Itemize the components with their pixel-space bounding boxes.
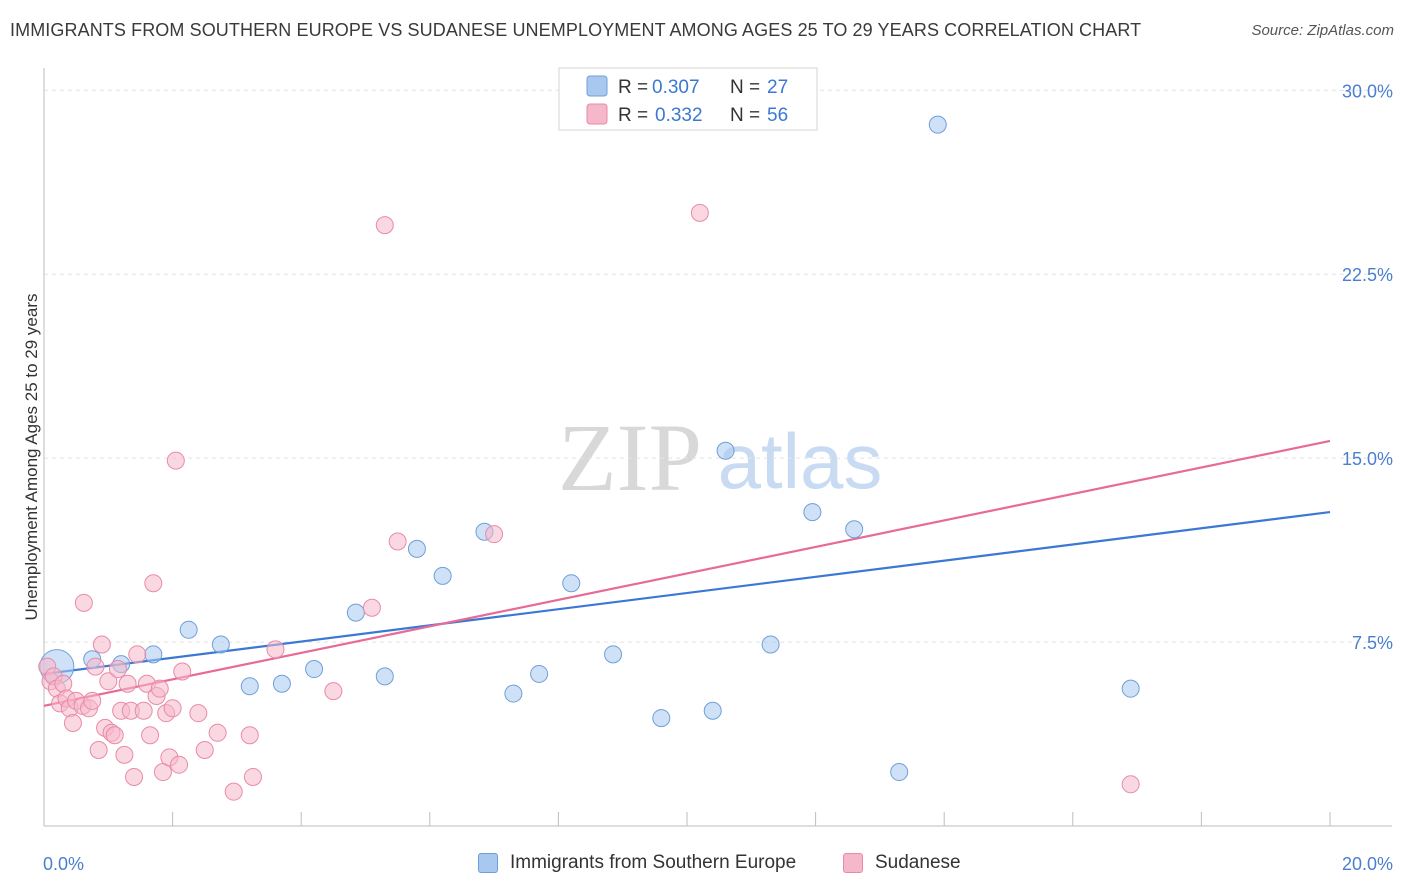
legend-label-immigrants: Immigrants from Southern Europe <box>510 852 797 873</box>
legend-item-immigrants: Immigrants from Southern Europe <box>478 852 796 874</box>
point-immigrants-12 <box>433 566 452 585</box>
point-sudanese-28 <box>134 701 153 720</box>
point-immigrants-7 <box>272 674 291 693</box>
x-tick-label-1: 20.0% <box>1342 854 1393 874</box>
point-sudanese-53 <box>690 203 709 222</box>
legend-bottom: Immigrants from Southern Europe Sudanese <box>0 850 1406 880</box>
point-sudanese-51 <box>388 532 407 551</box>
source-credit: Source: ZipAtlas.com <box>1251 22 1394 39</box>
tick-labels: 7.5% 15.0% 22.5% 30.0% 0.0% 20.0% <box>43 81 1393 874</box>
point-immigrants-21 <box>761 635 780 654</box>
y-axis-label: Unemployment Among Ages 25 to 29 years <box>22 294 41 621</box>
watermark-atlas: atlas <box>718 417 883 505</box>
legend-top: R = 0.307 N = 27 R = 0.332 N = 56 <box>558 67 818 131</box>
point-sudanese-44 <box>224 782 243 801</box>
point-sudanese-42 <box>195 740 214 759</box>
point-sudanese-50 <box>375 216 394 235</box>
point-sudanese-14 <box>86 657 105 676</box>
point-immigrants-10 <box>375 667 394 686</box>
point-immigrants-23 <box>845 520 864 539</box>
legend-r-value-2: 0.332 <box>655 105 703 126</box>
x-tick-label-0: 0.0% <box>43 854 84 874</box>
point-immigrants-17 <box>604 645 623 664</box>
point-sudanese-52 <box>485 525 504 544</box>
point-sudanese-47 <box>266 640 285 659</box>
point-immigrants-25 <box>928 115 947 134</box>
point-sudanese-23 <box>115 745 134 764</box>
legend-r-label-2: R = <box>618 105 648 126</box>
legend-n-value-2: 56 <box>767 105 788 126</box>
point-sudanese-21 <box>108 660 127 679</box>
grid <box>44 89 1392 643</box>
point-sudanese-15 <box>89 740 108 759</box>
y-tick-label-0: 7.5% <box>1352 633 1393 653</box>
point-immigrants-22 <box>803 503 822 522</box>
point-sudanese-18 <box>99 672 118 691</box>
point-sudanese-46 <box>243 767 262 786</box>
trend-line-immigrants <box>43 510 1331 676</box>
point-immigrants-15 <box>530 664 549 683</box>
point-immigrants-4 <box>179 620 198 639</box>
point-immigrants-3 <box>144 645 163 664</box>
legend-n-label-1: N = <box>730 77 760 98</box>
point-sudanese-8 <box>63 713 82 732</box>
point-immigrants-26 <box>1121 679 1140 698</box>
legend-n-value-1: 27 <box>767 77 788 98</box>
watermark: ZIP atlas <box>558 404 882 511</box>
legend-r-value-1: 0.307 <box>652 77 700 98</box>
point-sudanese-31 <box>144 574 163 593</box>
point-sudanese-45 <box>240 726 259 745</box>
legend-r-label-1: R = <box>618 77 648 98</box>
legend-swatch-sudanese <box>843 853 863 873</box>
point-sudanese-16 <box>92 635 111 654</box>
point-immigrants-9 <box>346 603 365 622</box>
point-immigrants-11 <box>407 539 426 558</box>
point-sudanese-39 <box>170 755 189 774</box>
legend-label-sudanese: Sudanese <box>875 852 961 873</box>
point-sudanese-43 <box>208 723 227 742</box>
watermark-zip: ZIP <box>558 404 702 511</box>
point-sudanese-54 <box>1121 775 1140 794</box>
point-sudanese-13 <box>83 691 102 710</box>
point-sudanese-20 <box>105 726 124 745</box>
point-sudanese-33 <box>150 679 169 698</box>
point-sudanese-24 <box>118 674 137 693</box>
legend-swatch-immigrants <box>478 853 498 873</box>
point-immigrants-6 <box>240 677 259 696</box>
point-sudanese-48 <box>324 682 343 701</box>
y-tick-label-1: 15.0% <box>1342 449 1393 469</box>
y-tick-label-3: 30.0% <box>1342 81 1393 101</box>
point-immigrants-8 <box>305 660 324 679</box>
point-immigrants-16 <box>562 574 581 593</box>
point-sudanese-38 <box>166 451 185 470</box>
legend-swatch-blue <box>586 75 608 97</box>
point-sudanese-11 <box>74 593 93 612</box>
axes <box>43 68 1392 827</box>
point-immigrants-19 <box>703 701 722 720</box>
trend-lines <box>43 439 1331 707</box>
point-immigrants-14 <box>504 684 523 703</box>
point-immigrants-5 <box>211 635 230 654</box>
point-immigrants-24 <box>890 763 909 782</box>
point-sudanese-5 <box>54 674 73 693</box>
point-sudanese-27 <box>128 645 147 664</box>
y-tick-label-2: 22.5% <box>1342 265 1393 285</box>
point-immigrants-18 <box>652 709 671 728</box>
point-immigrants-20 <box>716 441 735 460</box>
point-sudanese-26 <box>125 767 144 786</box>
point-sudanese-41 <box>189 704 208 723</box>
trend-line-sudanese <box>43 439 1331 707</box>
legend-item-sudanese: Sudanese <box>843 852 961 874</box>
legend-n-label-2: N = <box>730 105 760 126</box>
point-sudanese-30 <box>141 726 160 745</box>
point-sudanese-40 <box>173 662 192 681</box>
point-sudanese-37 <box>163 699 182 718</box>
chart-title: IMMIGRANTS FROM SOUTHERN EUROPE VS SUDAN… <box>10 20 1142 40</box>
legend-swatch-pink <box>586 103 608 125</box>
point-sudanese-49 <box>362 598 381 617</box>
data-points <box>38 115 1140 801</box>
